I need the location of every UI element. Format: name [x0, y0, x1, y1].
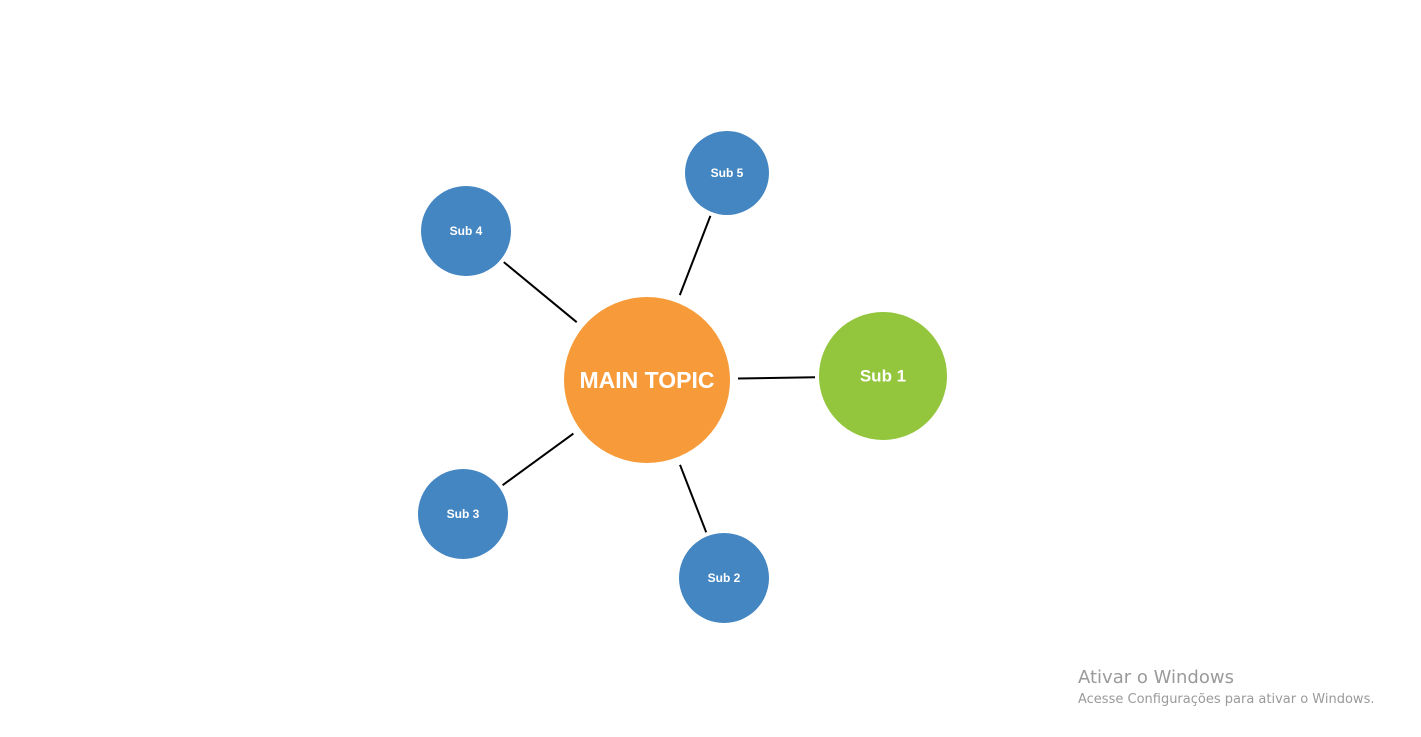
connector-group — [502, 215, 816, 533]
connector-main-sub4 — [503, 261, 578, 323]
node-sub4[interactable] — [421, 186, 511, 276]
connector-main-sub5 — [678, 215, 712, 296]
main-topic-node[interactable] — [564, 297, 730, 463]
node-sub3[interactable] — [418, 469, 508, 559]
watermark-subtitle: Acesse Configurações para ativar o Windo… — [1078, 691, 1375, 707]
watermark-title: Ativar o Windows — [1078, 667, 1234, 688]
node-sub2[interactable] — [679, 533, 769, 623]
connector-main-sub1 — [737, 376, 816, 380]
connector-main-sub3 — [502, 432, 574, 487]
node-sub1[interactable] — [819, 312, 947, 440]
windows-activation-watermark: Ativar o Windows Acesse Configurações pa… — [1078, 667, 1374, 707]
connector-main-sub2 — [679, 464, 708, 533]
node-sub5[interactable] — [685, 131, 769, 215]
